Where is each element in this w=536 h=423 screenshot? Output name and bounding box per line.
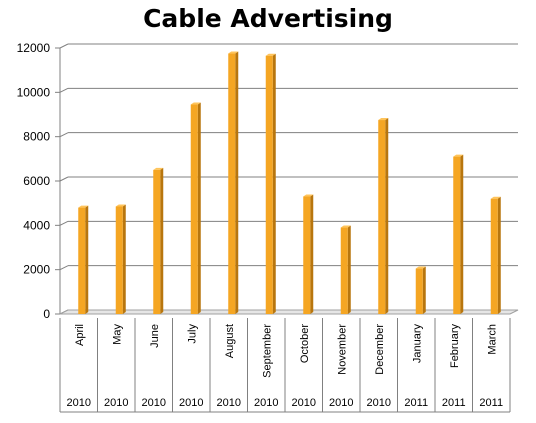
bar-top [453, 154, 464, 157]
y-tick-label: 2000 [23, 263, 50, 277]
x-category-label: September [261, 324, 273, 378]
x-category-label: August [224, 324, 236, 358]
gridline-depth [59, 265, 69, 271]
x-category-label: March [486, 324, 498, 355]
bar [115, 206, 123, 314]
gridline-depth [59, 43, 69, 49]
x-year-label: 2010 [217, 397, 241, 409]
bar-top [190, 102, 201, 105]
x-year-label: 2010 [329, 397, 353, 409]
bar-top [303, 194, 314, 197]
bar-top [265, 53, 276, 56]
bar [228, 53, 236, 315]
bar-side [235, 51, 239, 315]
bar-top [153, 167, 164, 170]
y-tick-label: 0 [43, 307, 50, 321]
y-tick-label: 6000 [23, 174, 50, 188]
x-category-label: April [74, 324, 86, 346]
gridline-depth [59, 176, 69, 182]
x-category-label: July [186, 324, 198, 344]
bar-top [378, 118, 389, 121]
bar-side [460, 154, 464, 314]
x-year-label: 2011 [479, 397, 503, 409]
y-tick-label: 10000 [17, 85, 51, 99]
bar [303, 196, 311, 314]
bar [153, 169, 161, 314]
bar-side [310, 194, 314, 314]
bar-side [272, 53, 276, 315]
y-tick-label: 8000 [23, 130, 50, 144]
x-year-label: 2011 [442, 397, 466, 409]
gridline-depth [59, 220, 69, 226]
bar-side [85, 205, 89, 314]
bar-side [385, 118, 389, 315]
bar [378, 120, 386, 315]
x-category-label: January [411, 324, 423, 364]
bar-side [422, 266, 426, 314]
bar-side [347, 225, 351, 314]
x-category-label: February [449, 324, 461, 369]
x-category-label: June [149, 324, 161, 348]
bar-top [490, 196, 501, 199]
bar [490, 198, 498, 314]
bar-top [78, 205, 89, 208]
x-year-label: 2010 [142, 397, 166, 409]
x-category-label: December [374, 324, 386, 375]
y-tick-label: 12000 [17, 41, 51, 55]
bar-top [228, 51, 239, 54]
bar-side [160, 167, 164, 314]
x-year-label: 2010 [67, 397, 91, 409]
chart-title: Cable Advertising [143, 4, 393, 33]
bar [78, 207, 86, 314]
gridline-depth [59, 132, 69, 138]
bar-side [197, 102, 201, 315]
x-category-label: November [336, 324, 348, 375]
bar [265, 55, 273, 315]
chart-floor [59, 309, 519, 315]
bar [190, 104, 198, 315]
gridline-depth [59, 87, 69, 93]
bar [453, 156, 461, 314]
x-year-label: 2010 [367, 397, 391, 409]
bar-side [122, 204, 126, 314]
bar [415, 268, 423, 314]
bar [340, 227, 348, 314]
x-year-label: 2011 [404, 397, 428, 409]
y-tick-label: 4000 [23, 218, 50, 232]
x-year-label: 2010 [254, 397, 278, 409]
bar-top [415, 266, 426, 269]
x-category-label: May [111, 324, 123, 345]
x-year-label: 2010 [104, 397, 128, 409]
x-year-label: 2010 [292, 397, 316, 409]
x-category-label: October [299, 324, 311, 363]
x-year-label: 2010 [179, 397, 203, 409]
bar-side [497, 196, 501, 314]
bar-top [115, 204, 126, 207]
bar-top [340, 225, 351, 228]
